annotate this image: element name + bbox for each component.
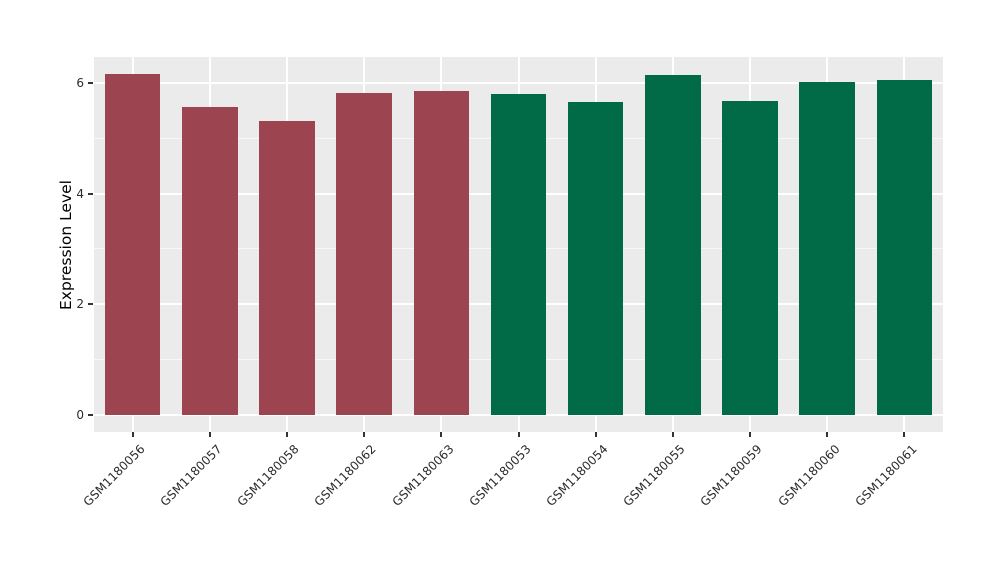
- x-tick-label: GSM1180054: [543, 442, 611, 509]
- bar-GSM1180062: [336, 92, 392, 415]
- y-tick-label: 4: [76, 186, 84, 201]
- x-tick-mark: [903, 432, 906, 437]
- x-tick-label: GSM1180060: [775, 442, 843, 509]
- y-tick-label: 0: [76, 407, 84, 422]
- plot-panel: [94, 57, 943, 432]
- x-tick-mark: [285, 432, 288, 437]
- x-tick-mark: [517, 432, 520, 437]
- bar-GSM1180057: [181, 106, 238, 415]
- y-tick-mark: [88, 192, 93, 195]
- x-tick-label: GSM1180059: [697, 442, 765, 509]
- y-tick-mark: [88, 303, 93, 306]
- bar-GSM1180059: [722, 100, 778, 415]
- x-tick-label: GSM1180063: [389, 442, 457, 509]
- x-tick-label: GSM1180056: [80, 442, 148, 509]
- y-axis-title: Expression Level: [57, 180, 75, 310]
- bar-GSM1180058: [259, 121, 315, 415]
- x-tick-mark: [363, 432, 366, 437]
- y-tick-mark: [88, 81, 93, 84]
- x-tick-label: GSM1180053: [466, 442, 534, 509]
- y-tick-label: 2: [76, 297, 84, 312]
- x-tick-mark: [749, 432, 752, 437]
- bar-GSM1180056: [104, 74, 161, 415]
- x-tick-label: GSM1180055: [620, 442, 688, 509]
- bar-GSM1180060: [799, 81, 855, 415]
- x-tick-mark: [671, 432, 674, 437]
- x-tick-label: GSM1180058: [234, 442, 302, 509]
- x-tick-mark: [131, 432, 134, 437]
- x-tick-mark: [440, 432, 443, 437]
- x-tick-mark: [594, 432, 597, 437]
- bar-GSM1180063: [413, 91, 470, 415]
- x-tick-label: GSM1180061: [852, 442, 920, 509]
- bar-GSM1180054: [567, 101, 624, 415]
- y-tick-mark: [88, 413, 93, 416]
- x-tick-label: GSM1180057: [157, 442, 225, 509]
- x-tick-label: GSM1180062: [312, 442, 380, 509]
- bar-GSM1180061: [876, 79, 933, 415]
- y-tick-label: 6: [76, 75, 84, 90]
- x-tick-mark: [826, 432, 829, 437]
- x-tick-mark: [208, 432, 211, 437]
- bar-GSM1180053: [490, 94, 547, 415]
- bar-GSM1180055: [645, 75, 701, 415]
